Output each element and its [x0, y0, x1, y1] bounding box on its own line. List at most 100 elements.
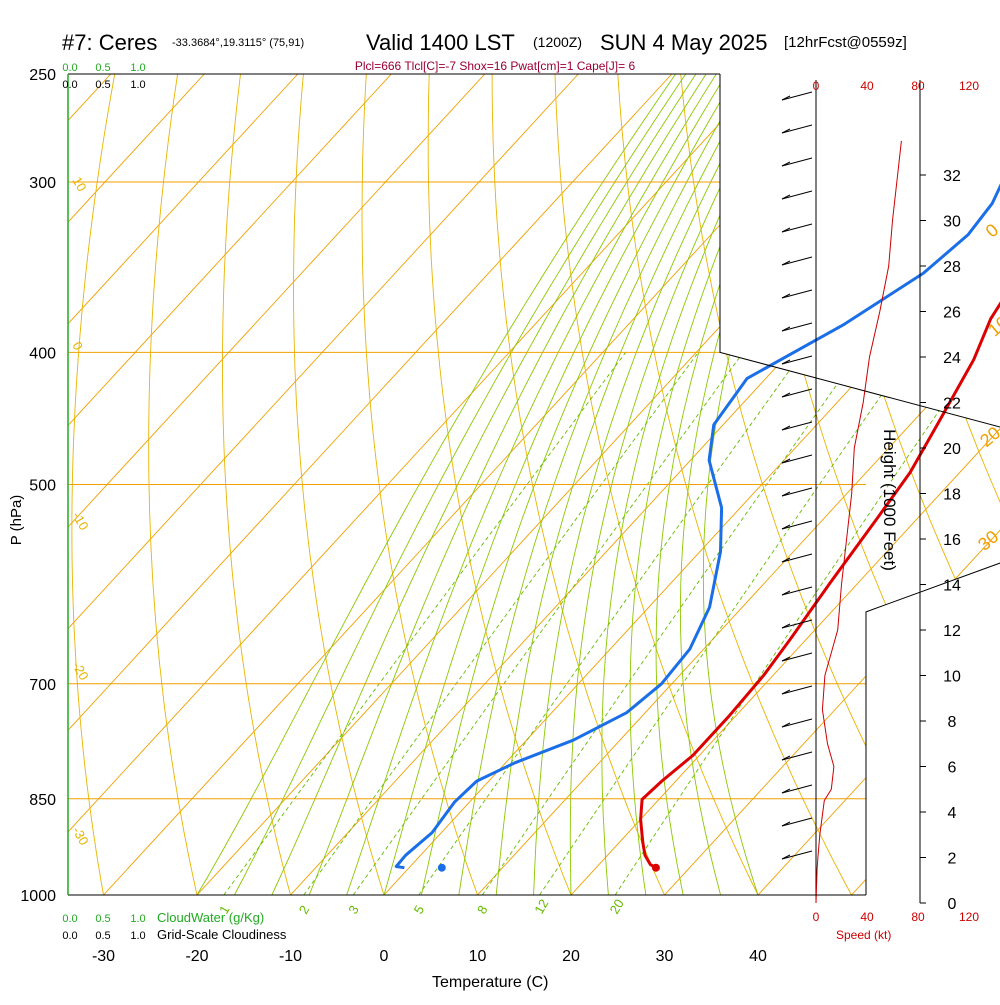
height-tick-label: 28 — [943, 259, 961, 276]
temperature-tick-label: 20 — [562, 948, 580, 965]
height-tick-label: 26 — [943, 305, 961, 322]
speed-tick-top: 120 — [959, 79, 979, 93]
station-coords: -33.3684°,19.3115° (75,91) — [172, 37, 304, 49]
speed-axis-title: Speed (kt) — [836, 928, 891, 942]
speed-tick-top: 80 — [911, 79, 925, 93]
wind-barb — [782, 818, 812, 826]
speed-tick-bottom: 80 — [911, 910, 925, 924]
wind-barb — [782, 488, 812, 496]
wind-barb — [782, 323, 812, 331]
speed-tick-bottom: 120 — [959, 910, 979, 924]
dry-adiabat-label: 10 — [69, 174, 89, 194]
x-axis-title: Temperature (C) — [432, 974, 548, 991]
isotherm-label: 0 — [982, 220, 1000, 242]
height-tick-label: 16 — [943, 532, 961, 549]
wind-barbs — [782, 92, 812, 859]
mixing-ratio-label: 8 — [474, 903, 491, 917]
height-tick-label: 10 — [943, 669, 961, 686]
y-axis-title: P (hPa) — [8, 495, 25, 546]
wind-barb — [782, 158, 812, 166]
stability-indices: Plcl=666 Tlcl[C]=-7 Shox=16 Pwat[cm]=1 C… — [355, 59, 636, 73]
mixing-ratio-label: 2 — [296, 903, 313, 917]
background-lines — [0, 74, 1000, 895]
dry-adiabat-label: -10 — [69, 509, 91, 533]
height-tick-label: 0 — [948, 896, 957, 913]
height-tick-label: 20 — [943, 441, 961, 458]
dry-adiabat-line — [932, 74, 1000, 895]
mixing-ratio-label: 20 — [607, 896, 627, 916]
height-axis-title: Height (1000 Feet) — [880, 429, 899, 571]
height-tick-label: 32 — [943, 168, 961, 185]
temperature-tick-label: 40 — [749, 948, 767, 965]
mixing-ratio-label: 5 — [411, 903, 428, 917]
dry-adiabat-label: -30 — [69, 824, 91, 848]
grid-cloud-label: Grid-Scale Cloudiness — [157, 927, 287, 942]
wind-barb — [782, 686, 812, 694]
cloud-scale-top-label: 1.0 — [130, 62, 145, 74]
height-tick-label: 22 — [943, 396, 961, 413]
cloudwater-label: CloudWater (g/Kg) — [157, 910, 264, 925]
mixing-ratio-line — [353, 352, 743, 895]
temperature-tick-label: -20 — [185, 948, 208, 965]
cloud-scale-top-label: 0.5 — [95, 62, 110, 74]
temperature-line — [641, 83, 1000, 867]
speed-tick-top: 40 — [860, 79, 874, 93]
cloud-scale-top-label: 0.0 — [62, 62, 77, 74]
grid-cloud-scale-bottom-label: 0.5 — [95, 930, 110, 942]
valid-time: Valid 1400 LST — [366, 30, 515, 55]
height-tick-label: 24 — [943, 350, 961, 367]
temperature-tick-label: 0 — [380, 948, 389, 965]
temperature-tick-label: 10 — [469, 948, 487, 965]
wind-barb — [782, 719, 812, 727]
station-title: #7: Ceres — [62, 30, 157, 55]
grid-cloud-scale-top-label: 0.0 — [62, 79, 77, 91]
wind-barb — [782, 290, 812, 298]
wind-barb — [782, 653, 812, 661]
zulu-time: (1200Z) — [533, 34, 582, 50]
grid-cloud-scale-bottom-label: 0.0 — [62, 930, 77, 942]
pressure-tick-label: 400 — [29, 345, 56, 362]
mixing-ratio-line — [419, 352, 803, 895]
isotherm-label: 20 — [976, 423, 1000, 451]
wind-barb — [782, 257, 812, 265]
height-tick-label: 30 — [943, 214, 961, 231]
height-tick-label: 4 — [948, 805, 957, 822]
height-tick-label: 2 — [948, 851, 957, 868]
pressure-tick-label: 700 — [29, 677, 56, 694]
wind-barb — [782, 620, 812, 628]
wind-barb — [782, 521, 812, 529]
grid-cloud-scale-bottom-label: 1.0 — [130, 930, 145, 942]
height-tick-label: 8 — [948, 714, 957, 731]
height-tick-label: 12 — [943, 623, 961, 640]
wind-barb — [782, 587, 812, 595]
cloud-scale-bottom-label: 0.5 — [95, 913, 110, 925]
wind-barb — [782, 191, 812, 199]
cloud-scale-bottom-label: 1.0 — [130, 913, 145, 925]
wind-barb — [782, 752, 812, 760]
isotherm-line — [852, 74, 1000, 895]
mixing-ratio-label: 3 — [345, 903, 362, 917]
temperature-tick-label: 30 — [656, 948, 674, 965]
surface-dewpoint-dot — [438, 864, 446, 872]
forecast-date: SUN 4 May 2025 — [600, 30, 768, 55]
height-tick-label: 18 — [943, 487, 961, 504]
speed-tick-bottom: 0 — [813, 910, 820, 924]
cloud-scale-bottom-label: 0.0 — [62, 913, 77, 925]
speed-tick-bottom: 40 — [860, 910, 874, 924]
grid-cloud-scale-top-label: 0.5 — [95, 79, 110, 91]
dry-adiabat-label: -20 — [69, 659, 91, 683]
pressure-tick-label: 500 — [29, 478, 56, 495]
forecast-info: [12hrFcst@0559z] — [784, 34, 907, 51]
wind-barb — [782, 92, 812, 100]
wind-barb — [782, 389, 812, 397]
height-tick-label: 6 — [948, 760, 957, 777]
sounding-profiles — [396, 83, 1000, 871]
temperature-tick-label: -10 — [279, 948, 302, 965]
pressure-tick-label: 250 — [29, 67, 56, 84]
mixing-ratio-line — [224, 352, 626, 895]
grid-cloud-scale-top-label: 1.0 — [130, 79, 145, 91]
isotherm-label: 30 — [974, 526, 1000, 554]
